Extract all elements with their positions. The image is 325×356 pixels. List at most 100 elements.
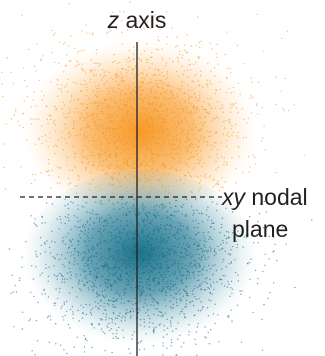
- density-dot: [131, 257, 132, 258]
- density-dot: [196, 299, 197, 300]
- density-dot: [141, 115, 142, 116]
- density-dot: [81, 68, 82, 69]
- density-dot: [255, 270, 256, 271]
- density-dot: [35, 179, 36, 180]
- density-dot: [94, 223, 95, 224]
- density-dot: [112, 222, 113, 223]
- density-dot: [157, 264, 158, 265]
- density-dot: [187, 70, 188, 71]
- density-dot: [173, 137, 174, 138]
- density-dot: [132, 334, 133, 335]
- density-dot: [244, 119, 245, 120]
- density-dot: [108, 259, 109, 260]
- density-dot: [225, 251, 226, 252]
- density-dot: [210, 284, 211, 285]
- density-dot: [253, 312, 254, 313]
- density-dot: [194, 239, 195, 240]
- density-dot: [108, 300, 109, 301]
- density-dot: [144, 236, 145, 237]
- density-dot: [118, 88, 119, 89]
- density-dot: [205, 241, 206, 242]
- density-dot: [82, 206, 83, 207]
- density-dot: [175, 200, 176, 201]
- density-dot: [202, 250, 203, 251]
- density-dot: [149, 257, 150, 258]
- density-dot: [147, 165, 148, 166]
- density-dot: [149, 68, 150, 69]
- density-dot: [191, 262, 192, 263]
- density-dot: [202, 306, 203, 307]
- density-dot: [195, 241, 196, 242]
- density-dot: [119, 242, 120, 243]
- density-dot: [82, 149, 83, 150]
- density-dot: [125, 317, 126, 318]
- density-dot: [74, 261, 75, 262]
- density-dot: [257, 113, 258, 114]
- density-dot: [124, 248, 125, 249]
- density-dot: [194, 75, 195, 76]
- density-dot: [132, 247, 133, 248]
- density-dot: [165, 313, 166, 314]
- density-dot: [131, 107, 132, 108]
- density-dot: [103, 83, 104, 84]
- density-dot: [158, 231, 159, 232]
- density-dot: [123, 150, 124, 151]
- density-dot: [235, 103, 236, 104]
- density-dot: [104, 220, 105, 221]
- density-dot: [123, 254, 124, 255]
- density-dot: [62, 108, 63, 109]
- density-dot: [127, 102, 128, 103]
- density-dot: [132, 308, 133, 309]
- density-dot: [120, 125, 121, 126]
- density-dot: [199, 265, 200, 266]
- density-dot: [211, 239, 212, 240]
- density-dot: [125, 85, 126, 86]
- density-dot: [152, 253, 153, 254]
- density-dot: [215, 169, 216, 170]
- density-dot: [121, 298, 122, 299]
- density-dot: [61, 91, 62, 92]
- density-dot: [106, 314, 107, 315]
- density-dot: [109, 122, 110, 123]
- density-dot: [153, 176, 154, 177]
- density-dot: [74, 99, 75, 100]
- density-dot: [171, 109, 172, 110]
- density-dot: [176, 211, 177, 212]
- density-dot: [187, 229, 188, 230]
- density-dot: [133, 183, 134, 184]
- density-dot: [175, 284, 176, 285]
- density-dot: [104, 303, 105, 304]
- density-dot: [226, 77, 227, 78]
- density-dot: [160, 311, 161, 312]
- density-dot: [177, 94, 178, 95]
- density-dot: [79, 280, 80, 281]
- density-dot: [163, 165, 164, 166]
- density-dot: [149, 322, 150, 323]
- density-dot: [263, 125, 264, 126]
- density-dot: [205, 281, 206, 282]
- density-dot: [176, 37, 177, 38]
- density-dot: [215, 304, 216, 305]
- density-dot: [143, 266, 144, 267]
- density-dot: [166, 258, 167, 259]
- density-dot: [68, 208, 69, 209]
- density-dot: [84, 346, 85, 347]
- density-dot: [153, 213, 154, 214]
- density-dot: [216, 90, 217, 91]
- density-dot: [108, 281, 109, 282]
- density-dot: [65, 258, 66, 259]
- density-dot: [96, 296, 97, 297]
- density-dot: [153, 118, 154, 119]
- density-dot: [148, 288, 149, 289]
- density-dot: [47, 119, 48, 120]
- density-dot: [153, 250, 154, 251]
- density-dot: [118, 180, 119, 181]
- density-dot: [61, 254, 62, 255]
- density-dot: [125, 137, 126, 138]
- density-dot: [149, 82, 150, 83]
- density-dot: [52, 256, 53, 257]
- density-dot: [148, 100, 149, 101]
- density-dot: [184, 93, 185, 94]
- density-dot: [210, 83, 211, 84]
- density-dot: [142, 119, 143, 120]
